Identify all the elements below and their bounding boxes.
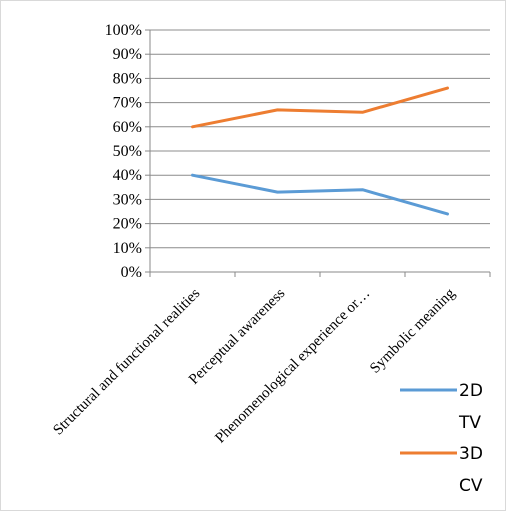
y-tick-label: 50% xyxy=(113,143,142,160)
y-tick-label: 60% xyxy=(113,119,142,136)
legend: 2D TV 3D CV xyxy=(400,381,483,496)
legend-label: 3D xyxy=(459,444,483,464)
x-category-label: Structural and functional realities xyxy=(50,285,203,438)
x-category-label: Phenomenological experience or… xyxy=(212,286,373,447)
y-tick-label: 90% xyxy=(113,46,142,63)
y-tick-label: 80% xyxy=(113,70,142,87)
legend-label: 2D xyxy=(459,381,483,401)
y-tick-label: 30% xyxy=(113,191,142,208)
legend-label: CV xyxy=(459,476,483,496)
y-tick-label: 10% xyxy=(113,240,142,257)
legend-label: TV xyxy=(458,413,481,433)
y-tick-labels: 0% 10% 20% 30% 40% 50% 60% 70% 80% 90% 100% xyxy=(105,22,150,281)
y-tick-label: 20% xyxy=(113,216,142,233)
series-line-1 xyxy=(191,173,449,216)
x-category-label: Perceptual awareness xyxy=(186,285,288,387)
series-line-2 xyxy=(191,86,449,129)
y-tick-label: 0% xyxy=(121,264,142,281)
y-tick-label: 100% xyxy=(105,22,142,39)
x-category-labels: Structural and functional realitiesPerce… xyxy=(50,285,458,446)
series-lines xyxy=(191,86,449,216)
y-tick-label: 40% xyxy=(113,167,142,184)
x-tick-marks xyxy=(149,272,491,277)
y-tick-label: 70% xyxy=(113,95,142,112)
gridlines xyxy=(150,29,490,249)
x-category-label: Symbolic meaning xyxy=(367,285,459,377)
